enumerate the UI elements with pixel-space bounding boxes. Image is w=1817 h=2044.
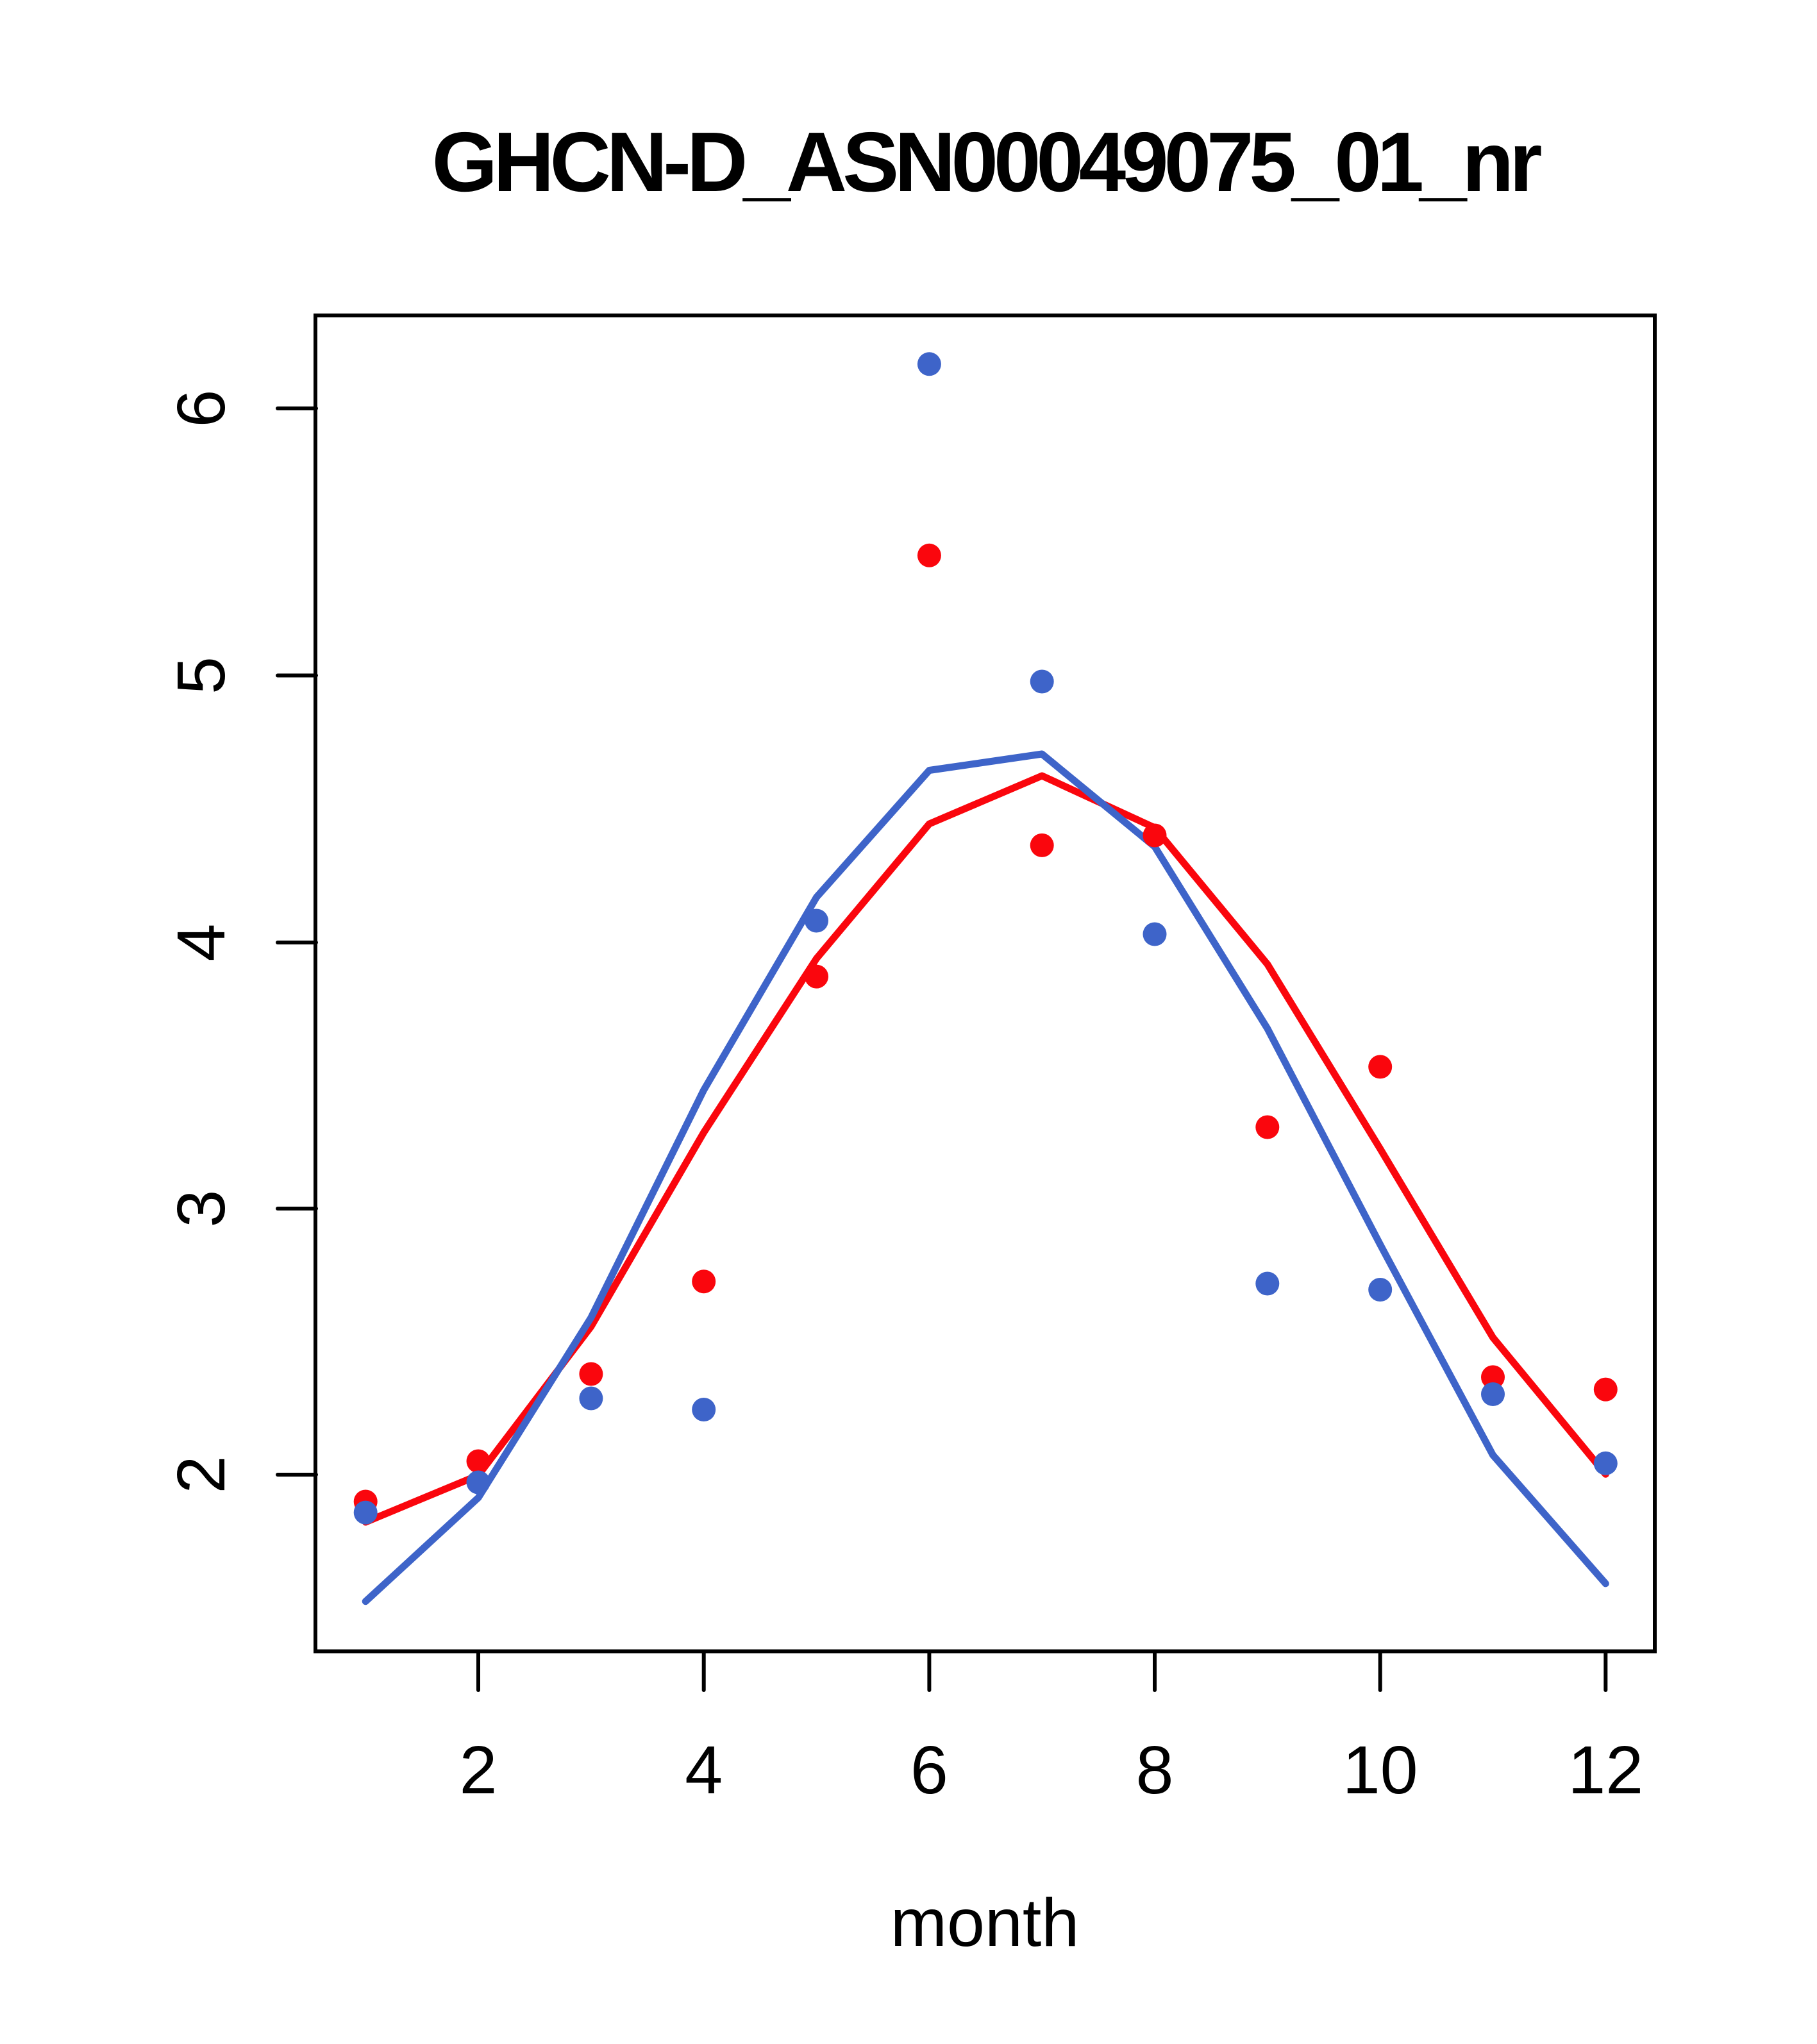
svg-text:5: 5 <box>163 657 239 694</box>
svg-text:6: 6 <box>910 1732 948 1808</box>
svg-text:4: 4 <box>163 924 239 962</box>
svg-text:8: 8 <box>1136 1732 1174 1808</box>
svg-text:3: 3 <box>163 1190 239 1228</box>
svg-text:2: 2 <box>163 1456 239 1494</box>
svg-text:12: 12 <box>1568 1732 1643 1808</box>
svg-text:2: 2 <box>460 1732 498 1808</box>
svg-text:month: month <box>891 1885 1080 1961</box>
svg-text:GHCN-D_ASN00049075_01_nr: GHCN-D_ASN00049075_01_nr <box>432 115 1542 209</box>
svg-text:6: 6 <box>163 390 239 428</box>
svg-text:4: 4 <box>685 1732 723 1808</box>
svg-text:10: 10 <box>1343 1732 1418 1808</box>
